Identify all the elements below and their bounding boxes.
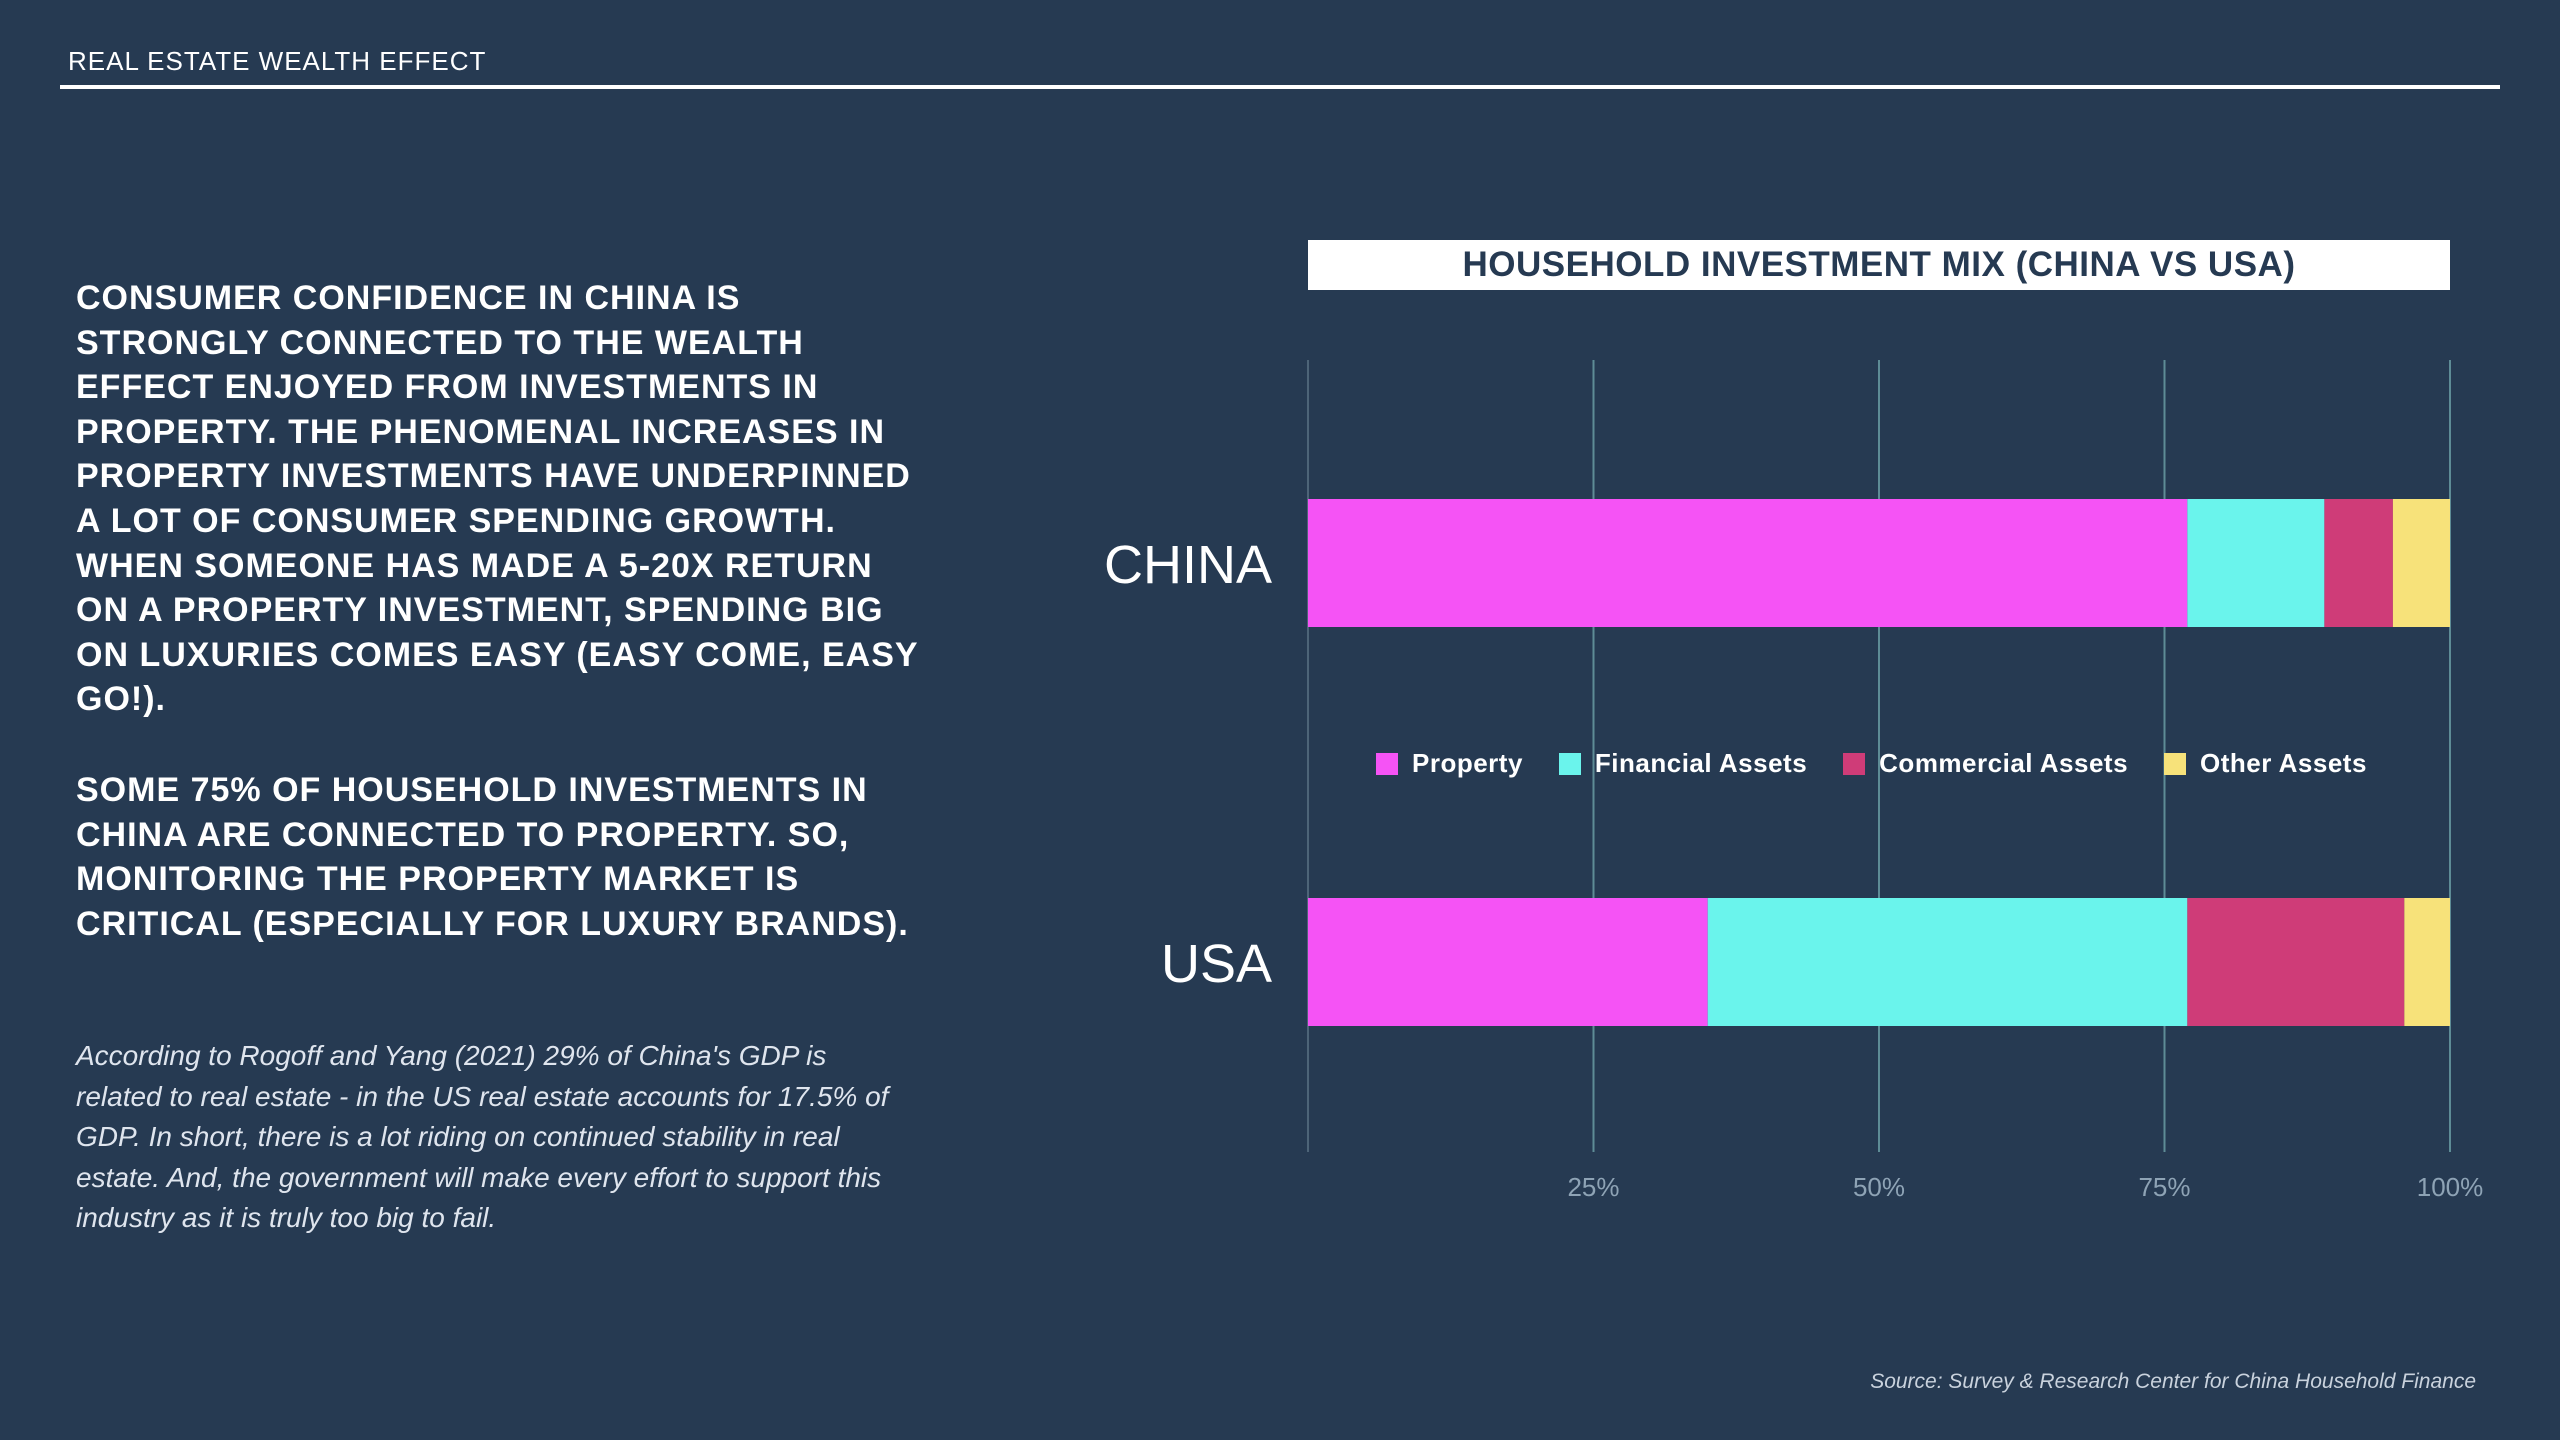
legend-swatch xyxy=(1843,752,1866,775)
x-tick-label: 75% xyxy=(2138,1172,2190,1202)
chart-title: HOUSEHOLD INVESTMENT MIX (CHINA VS USA) xyxy=(1462,245,2296,284)
page-header-title: REAL ESTATE WEALTH EFFECT xyxy=(68,46,487,76)
category-label: CHINA xyxy=(1104,535,1272,595)
header-divider xyxy=(60,85,2500,89)
bar-segment-financial-assets xyxy=(1707,898,2188,1026)
legend-item: Financial Assets xyxy=(1558,748,1808,779)
legend-item: Property xyxy=(1376,748,1523,779)
legend-swatch xyxy=(1558,752,1581,775)
x-tick-label: 50% xyxy=(1853,1172,1905,1202)
legend-item: Commercial Assets xyxy=(1843,748,2128,779)
bar-segment-property xyxy=(1308,898,1708,1026)
bar-segment-other-assets xyxy=(2404,898,2450,1026)
legend-label: Commercial Assets xyxy=(1879,748,2129,778)
gdp-note: According to Rogoff and Yang (2021) 29% … xyxy=(76,1040,889,1233)
body-paragraph-2: SOME 75% OF HOUSEHOLD INVESTMENTS IN CHI… xyxy=(76,771,909,943)
bar-segment-other-assets xyxy=(2392,499,2450,627)
legend-label: Financial Assets xyxy=(1594,748,1808,778)
x-tick-label: 100% xyxy=(2417,1172,2484,1202)
bar-segment-commercial-assets xyxy=(2324,499,2393,627)
legend-label: Other Assets xyxy=(2200,748,2367,778)
bar-segment-commercial-assets xyxy=(2187,898,2405,1026)
bar-segment-property xyxy=(1308,499,2188,627)
x-tick-label: 25% xyxy=(1567,1172,1619,1202)
category-label: USA xyxy=(1161,934,1272,994)
chart-title-box: HOUSEHOLD INVESTMENT MIX (CHINA VS USA) xyxy=(1308,240,2450,290)
bar-segment-financial-assets xyxy=(2187,499,2325,627)
body-paragraph-1: CONSUMER CONFIDENCE IN CHINA IS STRONGLY… xyxy=(76,279,918,719)
legend-swatch xyxy=(2164,752,2187,775)
legend-swatch xyxy=(1376,752,1398,775)
chart-legend: Property Financial Assets Commercial Asset… xyxy=(1376,748,2367,779)
legend-item: Other Assets xyxy=(2164,748,2367,779)
source-citation: Source: Survey & Research Center for Chi… xyxy=(1870,1370,2476,1393)
legend-label: Property xyxy=(1412,748,1523,778)
